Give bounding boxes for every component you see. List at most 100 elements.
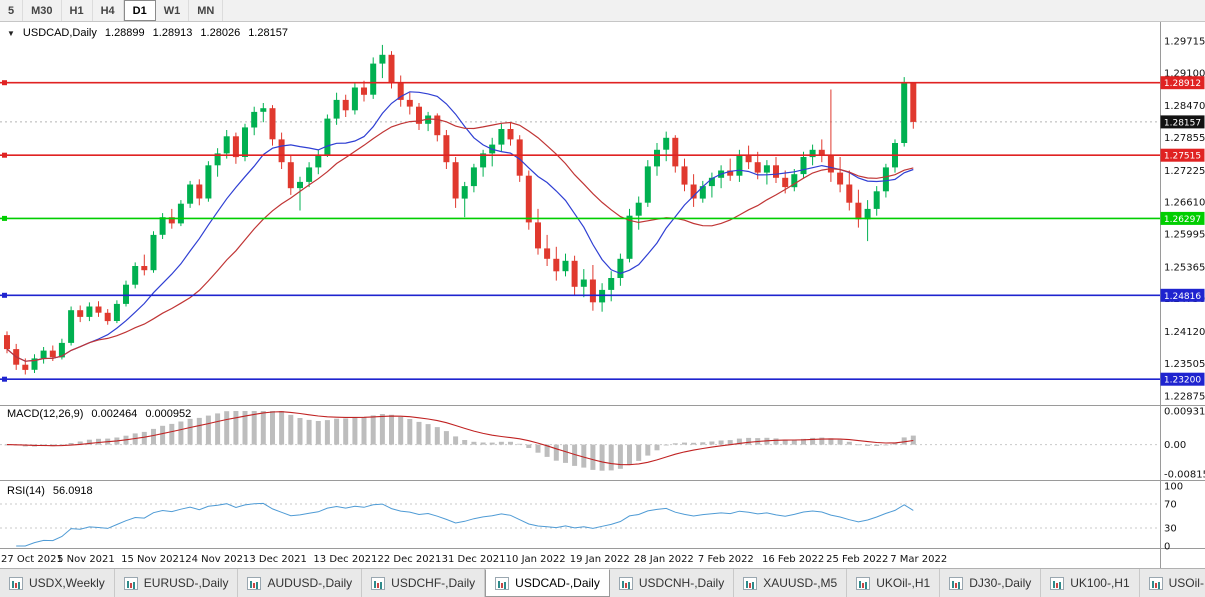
macd-signal-line — [6, 411, 914, 466]
price-tick: 1.27855 — [1164, 133, 1205, 144]
level-price-badge — [1160, 288, 1205, 302]
tab-usdx-weekly[interactable]: USDX,Weekly — [0, 569, 115, 597]
rsi-header: RSI(14) 56.0918 — [7, 485, 93, 497]
date-tick: 3 Dec 2021 — [249, 554, 307, 565]
tab-label: EURUSD-,Daily — [143, 576, 229, 590]
price-chart-svg[interactable]: 1.29715 1.29100 1.28470 1.27855 1.27225 1.266… — [0, 22, 1205, 568]
price-tick: 1.29715 — [1164, 36, 1205, 47]
tab-xauusd-m5[interactable]: XAUUSD-,M5 — [734, 569, 848, 597]
timeframe-button-h1[interactable]: H1 — [62, 0, 93, 21]
chart-icon — [495, 576, 510, 590]
date-tick: 22 Dec 2021 — [378, 554, 442, 565]
level-handle — [2, 376, 7, 382]
date-tick: 28 Jan 2022 — [634, 554, 694, 565]
symbol-tabbar: USDX,Weekly EURUSD-,Daily AUDUSD-,Daily USD… — [0, 568, 1205, 597]
rsi-tick: 70 — [1164, 500, 1177, 511]
date-tick: 7 Feb 2022 — [698, 554, 754, 565]
price-tick: 1.28470 — [1164, 101, 1205, 112]
date-tick: 7 Mar 2022 — [890, 554, 947, 565]
chart-icon — [247, 576, 262, 590]
current-price-badge — [1160, 115, 1205, 129]
date-tick: 27 Oct 2021 — [1, 554, 63, 565]
level-handle — [2, 80, 7, 86]
level-price-badge-text: 1.26297 — [1164, 215, 1201, 225]
timeframe-button-m30[interactable]: M30 — [23, 0, 62, 21]
level-price-badge-text: 1.24816 — [1164, 292, 1201, 302]
date-tick: 24 Nov 2021 — [185, 554, 249, 565]
chart-canvas[interactable]: 1.29715 1.29100 1.28470 1.27855 1.27225 1.266… — [0, 22, 1205, 568]
tab-label: AUDUSD-,Daily — [267, 576, 353, 590]
level-handle — [2, 152, 7, 158]
tab-label: USDCAD-,Daily — [515, 576, 600, 590]
tab-ukoil-h1[interactable]: UKOil-,H1 — [847, 569, 941, 597]
chart-icon — [743, 576, 758, 590]
chart-icon — [1050, 576, 1065, 590]
ma_fast-line — [6, 91, 914, 362]
price-tick: 1.23505 — [1164, 359, 1205, 370]
chart-icon — [9, 576, 23, 590]
tab-label: USOil-,H1 — [1168, 576, 1205, 590]
symbol-period-label: USDCAD,Daily — [22, 27, 97, 39]
level-price-badge — [1160, 76, 1205, 90]
ma_slow-line — [6, 118, 914, 362]
macd-title: MACD(12,26,9) — [7, 408, 84, 420]
level-handle — [2, 292, 7, 298]
date-tick: 19 Jan 2022 — [570, 554, 630, 565]
timeframe-button-5[interactable]: 5 — [0, 0, 24, 21]
tab-audusd-daily[interactable]: AUDUSD-,Daily — [238, 569, 363, 597]
tab-usoil-h1[interactable]: USOil-,H1 — [1140, 569, 1205, 597]
tab-uk100-h1[interactable]: UK100-,H1 — [1041, 569, 1140, 597]
date-tick: 15 Nov 2021 — [121, 554, 185, 565]
rsi-value: 56.0918 — [52, 485, 93, 497]
timeframe-button-h4[interactable]: H4 — [93, 0, 124, 21]
ohlc-high: 1.28913 — [152, 27, 193, 39]
tab-dj30-daily[interactable]: DJ30-,Daily — [940, 569, 1042, 597]
level-price-badge-text: 1.23200 — [1164, 376, 1201, 386]
tab-label: XAUUSD-,M5 — [763, 576, 838, 590]
macd-header: MACD(12,26,9) 0.002464 0.000952 — [7, 408, 191, 420]
ohlc-low: 1.28026 — [200, 27, 241, 39]
ohlc-close: 1.28157 — [248, 27, 288, 39]
tab-label: USDCNH-,Daily — [638, 576, 725, 590]
horizontal-levels[interactable] — [0, 80, 1160, 382]
symbol-dropdown-icon[interactable]: ▼ — [7, 29, 15, 38]
rsi-tick: 0 — [1164, 542, 1170, 553]
tab-usdcad-daily[interactable]: USDCAD-,Daily — [485, 569, 610, 597]
tab-eurusd-daily[interactable]: EURUSD-,Daily — [115, 569, 239, 597]
date-tick: 13 Dec 2021 — [313, 554, 377, 565]
date-tick: 10 Jan 2022 — [506, 554, 566, 565]
timeframe-button-w1[interactable]: W1 — [156, 0, 190, 21]
timeframe-button-d1[interactable]: D1 — [123, 0, 156, 21]
price-tick: 1.26610 — [1164, 198, 1205, 209]
tab-usdchf-daily[interactable]: USDCHF-,Daily — [362, 569, 486, 597]
ohlc-open: 1.28899 — [104, 27, 145, 39]
price-tick: 1.29100 — [1164, 68, 1205, 79]
date-tick: 5 Nov 2021 — [57, 554, 115, 565]
rsi-line — [16, 502, 914, 547]
timeframe-button-mn[interactable]: MN — [189, 0, 224, 21]
level-handle — [2, 215, 7, 221]
chart-header: ▼ USDCAD,Daily 1.28899 1.28913 1.28026 1… — [7, 27, 288, 39]
macd-histogram — [4, 411, 916, 471]
rsi-tick: 30 — [1164, 524, 1177, 535]
timeframe-toolbar: 5 M30 H1 H4 D1 W1 MN — [0, 0, 1205, 22]
level-price-badge-text: 1.28912 — [1164, 79, 1201, 89]
level-price-badge — [1160, 148, 1205, 162]
rsi-title: RSI(14) — [7, 485, 45, 497]
chart-icon — [1148, 576, 1163, 590]
tab-label: USDCHF-,Daily — [391, 576, 476, 590]
date-tick: 31 Dec 2021 — [442, 554, 506, 565]
current-price-badge-text: 1.28157 — [1164, 118, 1201, 128]
macd-value-signal: 0.000952 — [145, 408, 192, 420]
price-tick: 1.27225 — [1164, 166, 1205, 177]
price-tick: 1.22875 — [1164, 392, 1205, 403]
macd-tick: 0.00931 — [1164, 407, 1205, 418]
tab-usdcnh-daily[interactable]: USDCNH-,Daily — [610, 569, 735, 597]
chart-icon — [949, 576, 964, 590]
macd-value-main: 0.002464 — [91, 408, 138, 420]
tab-label: USDX,Weekly — [29, 576, 105, 590]
tab-label: UK100-,H1 — [1070, 576, 1130, 590]
chart-icon — [618, 576, 633, 590]
